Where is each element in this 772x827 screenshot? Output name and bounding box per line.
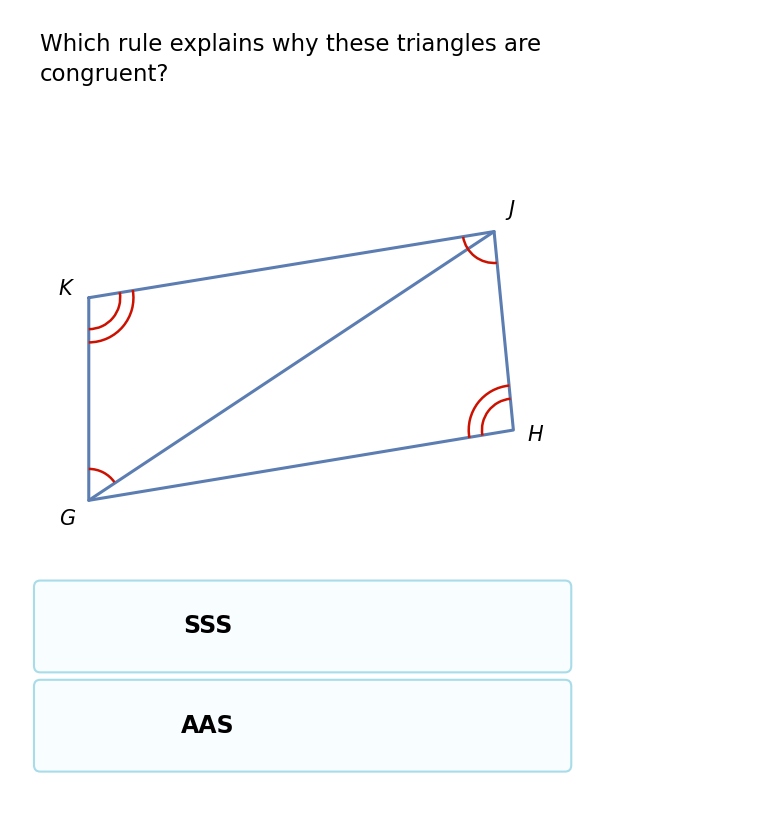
Text: J: J — [508, 200, 514, 220]
FancyBboxPatch shape — [34, 581, 571, 672]
Text: K: K — [59, 280, 73, 299]
Text: H: H — [527, 425, 543, 445]
Text: G: G — [59, 509, 75, 528]
Text: AAS: AAS — [181, 714, 235, 738]
Text: SSS: SSS — [184, 614, 233, 638]
FancyBboxPatch shape — [34, 680, 571, 772]
Text: Which rule explains why these triangles are
congruent?: Which rule explains why these triangles … — [40, 33, 541, 86]
